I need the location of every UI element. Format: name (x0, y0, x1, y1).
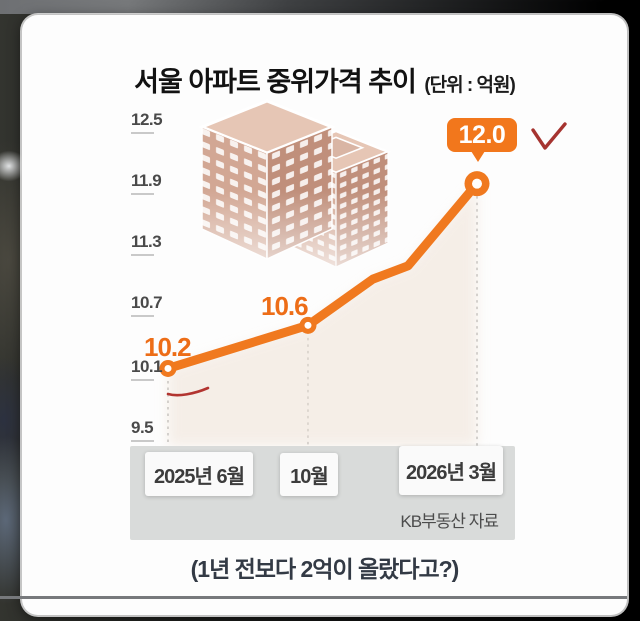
y-tick-label: 9.5 (131, 418, 154, 437)
y-axis-tick: 12.5 (131, 110, 181, 134)
data-label-june: 10.2 (144, 332, 192, 362)
chart-title: 서울 아파트 중위가격 추이 (134, 67, 417, 97)
tick-mark (131, 132, 154, 134)
tick-mark (131, 193, 154, 195)
y-tick-label: 11.9 (131, 171, 162, 190)
tick-mark (131, 315, 154, 317)
x-axis-label-june: 2025년 6월 (145, 452, 253, 496)
y-tick-label: 10.1 (131, 357, 163, 376)
source-label: KB부동산 자료 (400, 512, 499, 531)
background-top-band (0, 0, 640, 14)
red-underline-annotation (166, 386, 210, 397)
chart-title-row: 서울 아파트 중위가격 추이 (단위 : 억원) (22, 60, 627, 99)
x-axis-label-march: 2026년 3월 (399, 446, 503, 495)
y-axis-tick: 11.3 (131, 232, 181, 256)
caption-text: (1년 전보다 2억이 올랐다고?) (190, 556, 460, 582)
y-axis-tick: 10.7 (131, 293, 181, 317)
data-label-october: 10.6 (261, 291, 309, 321)
tick-mark (131, 379, 154, 381)
y-tick-label: 11.3 (131, 232, 162, 251)
x-axis-label-october: 10월 (280, 453, 338, 496)
horizontal-divider-line (0, 596, 627, 599)
chart-card: 서울 아파트 중위가격 추이 (단위 : 억원) (22, 15, 627, 615)
price-line-series (159, 171, 490, 447)
y-axis-tick: 11.9 (131, 171, 181, 195)
red-checkmark-annotation (531, 122, 567, 150)
chart-unit-label: (단위 : 억원) (424, 75, 515, 96)
y-tick-label: 10.7 (131, 293, 163, 312)
apartment-buildings-illustration (197, 99, 392, 268)
x-axis-strip: 2025년 6월 10월 2026년 3월 KB부동산 자료 (130, 446, 515, 540)
y-axis-tick: 9.5 (131, 418, 181, 442)
data-label-march-badge: 12.0 (447, 118, 517, 162)
tick-mark (131, 254, 154, 256)
y-tick-label: 12.5 (131, 110, 163, 129)
tick-mark (131, 440, 154, 442)
y-axis-tick: 10.1 (131, 357, 181, 381)
